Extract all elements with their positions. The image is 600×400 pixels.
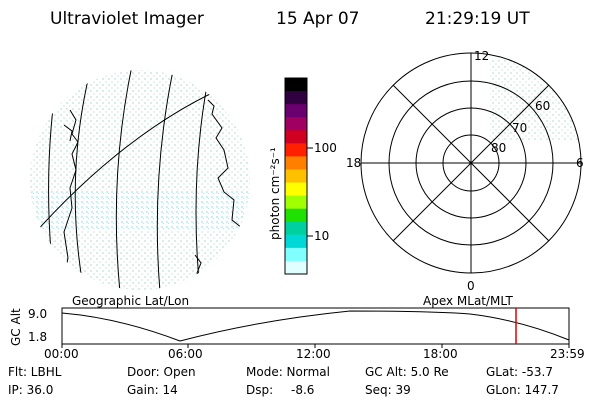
mode-value: Mode: Normal xyxy=(246,365,330,379)
x-tick-1800: 18:00 xyxy=(423,347,458,361)
glon-value: GLon: 147.7 xyxy=(486,383,559,397)
mlt-label-18: 18 xyxy=(346,156,361,170)
y-tick-9: 9.0 xyxy=(28,307,47,321)
colorbar-segment xyxy=(285,156,307,170)
mlt-label-12: 12 xyxy=(474,49,489,63)
glat-value: GLat: -53.7 xyxy=(486,365,553,379)
x-tick-2359: 23:59 xyxy=(550,347,585,361)
colorbar-segment xyxy=(285,169,307,184)
y-tick-1-8: 1.8 xyxy=(28,330,47,344)
dsp-label: Dsp: xyxy=(246,383,274,397)
filter-value: Flt: LBHL xyxy=(8,365,62,379)
earth-image xyxy=(30,70,250,290)
apex-mlat-mlt-label: Apex MLat/MLT xyxy=(423,294,513,308)
colorbar-segment xyxy=(285,221,307,236)
colorbar-segment xyxy=(285,247,307,262)
dsp-value: -8.6 xyxy=(291,383,315,397)
mlt-label-6: 6 xyxy=(576,156,584,170)
gc-alt-value: GC Alt: 5.0 Re xyxy=(365,365,449,379)
y-axis-label: GC Alt xyxy=(9,308,23,346)
colorbar-segment xyxy=(285,234,307,249)
colorbar: 100 10 photon cm⁻²s⁻¹ xyxy=(268,77,337,275)
lat-label-80: 80 xyxy=(491,141,506,155)
colorbar-segment xyxy=(285,182,307,197)
colorbar-tick-10: 10 xyxy=(314,229,329,243)
ip-value: IP: 36.0 xyxy=(8,383,54,397)
colorbar-segment xyxy=(285,117,307,131)
colorbar-segment xyxy=(285,208,307,223)
colorbar-unit-label: photon cm⁻²s⁻¹ xyxy=(268,147,282,240)
lat-label-60: 60 xyxy=(535,99,550,113)
altitude-curve xyxy=(61,310,570,342)
mlt-label-0: 0 xyxy=(467,279,475,293)
polar-plot: 12 18 6 0 60 70 80 xyxy=(346,49,584,293)
time-label: 21:29:19 UT xyxy=(425,9,530,29)
colorbar-segment xyxy=(285,104,307,118)
geo-latlon-label: Geographic Lat/Lon xyxy=(72,294,189,308)
colorbar-segment xyxy=(285,143,307,157)
colorbar-segment xyxy=(285,260,307,275)
date-label: 15 Apr 07 xyxy=(276,9,360,29)
colorbar-segment xyxy=(285,78,307,92)
colorbar-segment xyxy=(285,130,307,144)
gain-value: Gain: 14 xyxy=(127,383,178,397)
x-tick-0000: 00:00 xyxy=(44,347,79,361)
instrument-title: Ultraviolet Imager xyxy=(50,9,204,29)
colorbar-segment xyxy=(285,91,307,105)
lat-label-70: 70 xyxy=(512,121,527,135)
x-tick-0600: 06:00 xyxy=(168,347,203,361)
altitude-timeline: Geographic Lat/Lon Apex MLat/MLT 9.0 1.8… xyxy=(9,294,585,361)
x-tick-1200: 12:00 xyxy=(296,347,331,361)
colorbar-segment xyxy=(285,195,307,210)
door-value: Door: Open xyxy=(127,365,196,379)
colorbar-tick-100: 100 xyxy=(314,141,337,155)
seq-value: Seq: 39 xyxy=(365,383,411,397)
